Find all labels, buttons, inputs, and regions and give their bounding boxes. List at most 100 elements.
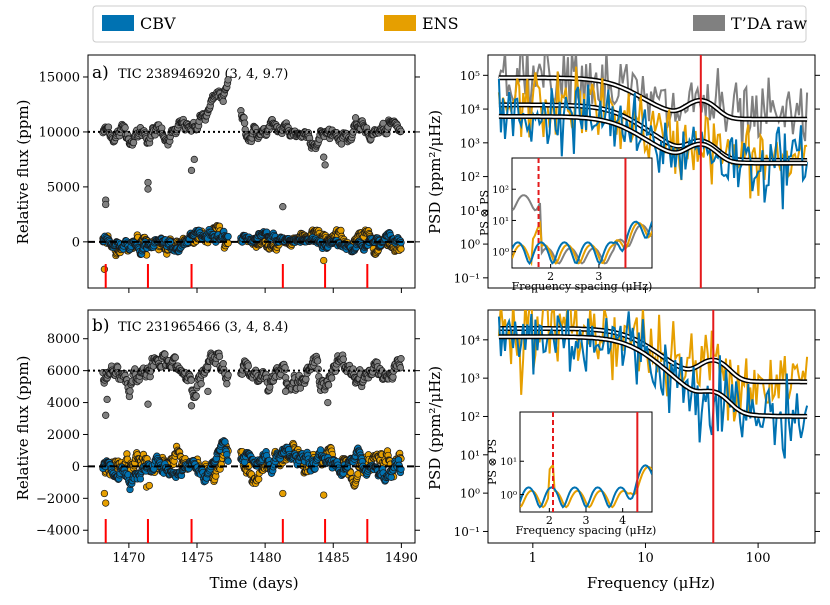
data-point xyxy=(337,226,345,235)
panel-b-psd-xlabel: Frequency (μHz) xyxy=(587,574,715,592)
legend-swatch-ens xyxy=(384,15,416,31)
data-point xyxy=(281,364,289,372)
y-tick-label: 10¹ xyxy=(460,204,480,218)
data-point xyxy=(240,119,249,127)
data-point xyxy=(102,499,110,507)
y-tick-label: 4000 xyxy=(47,396,80,411)
inset-y-tick-label: 10⁰ xyxy=(500,491,517,502)
data-point xyxy=(102,200,110,209)
data-point xyxy=(328,374,336,382)
data-point xyxy=(320,256,328,265)
y-tick-label: 0 xyxy=(72,460,80,475)
data-point xyxy=(144,178,152,187)
plot-frame xyxy=(87,309,416,544)
panel-a-ylabel: Relative flux (ppm) xyxy=(14,100,32,245)
data-point xyxy=(255,475,263,483)
data-point xyxy=(144,400,152,408)
series-raw-outliers xyxy=(102,153,329,211)
data-point xyxy=(102,411,110,419)
x-tick-label: 1470 xyxy=(112,551,145,566)
data-point xyxy=(279,489,287,498)
x-tick-label: 1480 xyxy=(249,551,282,566)
y-tick-label: 10² xyxy=(460,410,480,424)
data-point xyxy=(320,153,328,161)
y-tick-label: 10⁴ xyxy=(460,333,480,347)
data-point xyxy=(223,380,231,388)
data-point xyxy=(320,491,328,499)
data-point xyxy=(337,140,346,148)
data-point xyxy=(219,97,227,106)
psd-traces xyxy=(497,310,809,459)
series-ens-outliers xyxy=(100,251,328,273)
data-point xyxy=(187,166,196,175)
data-point xyxy=(397,355,405,363)
data-point xyxy=(224,76,232,84)
data-point xyxy=(224,232,232,241)
series-ens-outliers xyxy=(100,481,328,507)
inset-y-tick-label: 10¹ xyxy=(500,457,517,468)
legend-swatch-raw xyxy=(693,15,725,31)
y-tick-label: 10000 xyxy=(39,125,80,140)
panel-a-label: a) xyxy=(92,63,109,83)
y-tick-label: 10¹ xyxy=(460,448,480,462)
data-point xyxy=(126,387,134,395)
inset-y-tick-label: 10² xyxy=(492,185,509,196)
data-point xyxy=(197,380,205,388)
data-point xyxy=(145,481,153,490)
panel-a-psd-ylabel: PSD (ppm²/μHz) xyxy=(426,110,444,234)
data-point xyxy=(324,398,332,407)
inset-ylabel: PS ⊗ PS xyxy=(486,439,499,485)
y-tick-label: 10⁻¹ xyxy=(454,525,480,539)
inset-xlabel: Frequency spacing (μHz) xyxy=(516,524,657,537)
data-point xyxy=(144,185,152,193)
y-tick-label: 2000 xyxy=(47,428,80,443)
y-tick-label: 10⁵ xyxy=(460,69,480,83)
legend-label-raw: T’DA raw xyxy=(731,14,807,33)
data-point xyxy=(351,114,360,122)
inset-traces xyxy=(512,194,652,267)
panel-a-psd: PSD (ppm²/μHz) 10⁻¹ 10⁰ 10¹ 10² 10³ 10⁴ 10⁵ 2 3 1… xyxy=(426,54,820,293)
inset-x-tick-label: 2 xyxy=(546,514,553,527)
data-point xyxy=(224,371,232,379)
data-point xyxy=(215,352,224,361)
data-point xyxy=(100,489,109,498)
data-point xyxy=(321,161,329,169)
x-tick-label: 1490 xyxy=(385,551,418,566)
y-tick-label: 0 xyxy=(72,235,80,250)
psd-smooth-line xyxy=(498,327,808,383)
y-tick-label: −2000 xyxy=(36,492,80,507)
data-point xyxy=(192,392,200,400)
data-point xyxy=(103,395,111,404)
panel-b-ylabel: Relative flux (ppm) xyxy=(14,356,32,501)
inset-x-tick-label: 3 xyxy=(583,514,590,527)
inset-y-tick-label: 10¹ xyxy=(492,216,509,227)
data-point xyxy=(281,387,290,396)
series-raw xyxy=(99,76,405,153)
plot-frame xyxy=(487,54,816,289)
panel-b-xlabel: Time (days) xyxy=(209,574,298,592)
inset-line xyxy=(512,220,652,267)
legend-swatch-cbv xyxy=(102,15,134,31)
y-tick-label: 10⁰ xyxy=(460,487,480,501)
inset: 2 3 10⁰ 10¹ 10² Frequency spacing (μHz) PS ⊗ P… xyxy=(478,157,653,293)
data-point xyxy=(221,438,229,446)
inset-line xyxy=(512,194,652,265)
x-tick-label: 1 xyxy=(529,551,537,566)
series-raw xyxy=(99,349,405,402)
x-tick-label: 1475 xyxy=(180,551,213,566)
y-tick-label: −4000 xyxy=(36,524,80,539)
series-cbv xyxy=(99,437,405,494)
panel-b-psd-ylabel: PSD (ppm²/μHz) xyxy=(426,366,444,490)
plot-frame xyxy=(87,54,416,289)
legend-label-ens: ENS xyxy=(422,14,459,33)
data-point xyxy=(121,124,129,132)
x-tick-label: 10 xyxy=(637,551,654,566)
y-tick-label: 10⁴ xyxy=(460,103,480,117)
data-point xyxy=(313,357,322,365)
psd-smooth-line xyxy=(498,76,808,121)
inset-traces xyxy=(520,463,652,509)
data-point xyxy=(187,376,195,384)
data-point xyxy=(187,402,196,410)
legend-label-cbv: CBV xyxy=(140,14,176,33)
y-tick-label: 10³ xyxy=(460,136,480,150)
